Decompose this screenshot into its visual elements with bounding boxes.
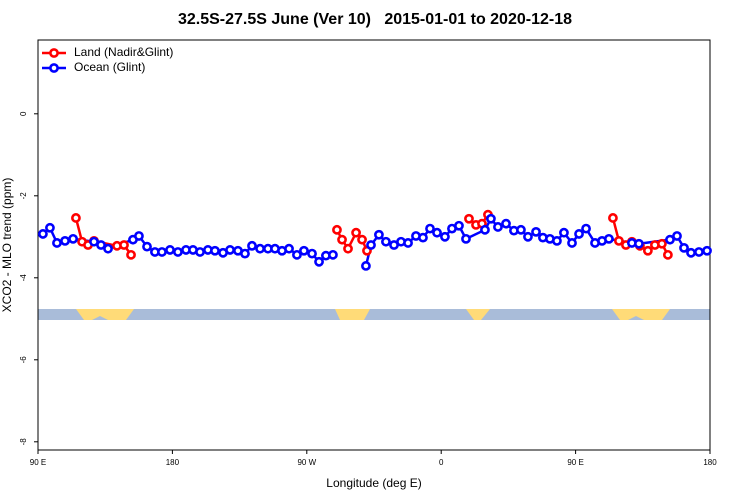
land-band (466, 309, 490, 320)
legend-label: Land (Nadir&Glint) (74, 45, 173, 59)
y-tick-label: -2 (19, 192, 28, 200)
point (432, 227, 442, 238)
point (662, 249, 673, 260)
point (440, 231, 450, 242)
point (328, 249, 338, 260)
ocean-band (38, 309, 710, 320)
point (357, 234, 367, 245)
point (351, 227, 361, 238)
point (531, 226, 541, 237)
point (679, 242, 689, 253)
point (195, 247, 205, 257)
point (480, 224, 490, 235)
point (210, 245, 220, 256)
point (486, 213, 496, 224)
x-tick-label: 90 E (567, 458, 583, 467)
point (418, 232, 428, 243)
point (657, 238, 667, 249)
y-tick-label: -4 (19, 274, 28, 282)
point (516, 224, 526, 235)
point (38, 229, 48, 239)
point (255, 243, 265, 254)
point (672, 231, 682, 241)
point (381, 236, 391, 247)
point (642, 245, 653, 256)
point (686, 247, 696, 258)
point (604, 233, 614, 244)
point (493, 222, 503, 232)
point (374, 229, 384, 240)
point (240, 248, 250, 259)
point (332, 224, 342, 235)
point (614, 235, 624, 246)
land-mask (38, 309, 710, 320)
y-tick-label: -6 (19, 356, 28, 364)
x-tick-label: 180 (703, 458, 717, 467)
point (292, 249, 302, 260)
legend-marker (49, 48, 59, 58)
point (702, 245, 712, 256)
point (307, 248, 317, 259)
point (464, 213, 474, 224)
ocean-band (628, 316, 644, 320)
point (366, 240, 376, 250)
land-band (76, 309, 134, 320)
point (157, 247, 167, 257)
y-tick-label: 0 (19, 111, 28, 116)
point (52, 238, 62, 248)
point (454, 220, 464, 231)
legend-label: Ocean (Glint) (74, 60, 145, 74)
point (461, 233, 471, 244)
point (361, 261, 371, 271)
land-band (612, 309, 670, 320)
point (247, 240, 257, 251)
y-axis-label: XCO2 - MLO trend (ppm) (0, 178, 14, 313)
point (45, 222, 55, 233)
point (403, 238, 413, 248)
x-tick-label: 180 (166, 458, 180, 467)
point (552, 235, 562, 246)
point (523, 231, 533, 242)
point (142, 241, 152, 252)
point (60, 235, 70, 246)
point (574, 229, 584, 239)
point (337, 234, 347, 245)
point (96, 240, 106, 250)
point (71, 213, 81, 223)
legend-marker (49, 63, 59, 73)
point (126, 249, 136, 260)
x-tick-label: 90 E (30, 458, 46, 467)
point (343, 243, 353, 254)
point (225, 245, 235, 255)
point (425, 223, 435, 234)
point (173, 247, 183, 257)
point (581, 223, 591, 234)
point (559, 227, 569, 238)
point (165, 245, 175, 255)
land-band (335, 309, 370, 320)
point (501, 218, 511, 229)
point (694, 247, 704, 257)
point (68, 233, 78, 244)
point (665, 234, 675, 245)
x-tick-label: 90 W (297, 458, 316, 467)
chart-title: 32.5S-27.5S June (Ver 10) 2015-01-01 to … (178, 11, 572, 28)
plot-frame (37, 39, 711, 451)
point (134, 231, 144, 241)
point (299, 245, 309, 256)
x-tick-label: 0 (439, 458, 444, 467)
point (608, 213, 618, 223)
ocean-band (92, 316, 108, 320)
point (284, 243, 294, 254)
y-tick-label: -8 (19, 438, 28, 446)
x-axis-label: Longitude (deg E) (326, 476, 421, 490)
point (634, 238, 644, 249)
point (567, 238, 577, 248)
point (119, 240, 129, 250)
point (103, 243, 113, 254)
point (314, 256, 324, 267)
